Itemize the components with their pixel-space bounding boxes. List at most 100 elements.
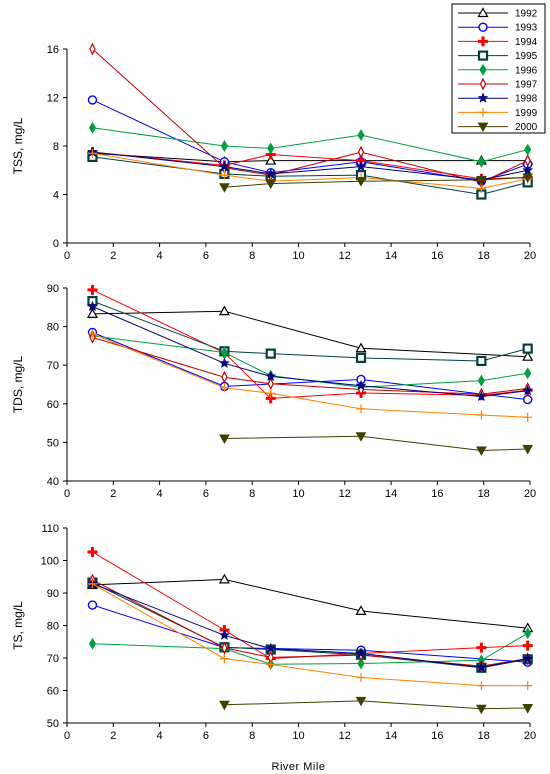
ts-line-1994 (92, 551, 528, 660)
ts-series-1999 (87, 579, 533, 691)
legend-marker (478, 22, 488, 32)
tds-point-1999 (266, 388, 276, 398)
tds-point-1999 (356, 404, 366, 414)
tds-x-tick-label: 16 (431, 488, 443, 500)
tds-point-2000 (476, 446, 487, 457)
tss-line-1996 (92, 127, 528, 163)
tds-point-1994 (87, 284, 98, 295)
tds-point-1992 (218, 305, 230, 316)
tds-point-1996 (477, 374, 485, 387)
tss-point-1993 (87, 95, 98, 105)
ts-y-tick-label: 70 (47, 653, 59, 665)
ts-point-2000 (355, 696, 367, 707)
tds-series-2000 (219, 432, 534, 457)
ts-point-1998 (355, 647, 367, 659)
tds-x-tick-label: 14 (385, 488, 397, 500)
tds-point-2000 (219, 434, 230, 445)
ts-series-1998 (86, 577, 534, 673)
tss-x-tick-label: 4 (157, 250, 163, 262)
tss-point-1996 (524, 143, 532, 156)
tds-y-tick-label: 40 (47, 476, 59, 488)
tds-line-1999 (92, 333, 528, 418)
tss-y-tick-label: 0 (53, 238, 59, 250)
ts-point-1999 (87, 579, 97, 589)
ts-y-tick-label: 50 (47, 718, 59, 730)
tds-y-axis-label: TDS, mg/L (11, 356, 25, 414)
tds-x-tick-label: 2 (110, 488, 116, 500)
tds-point-1998 (86, 300, 99, 312)
ts-point-1998 (522, 652, 534, 664)
ts-point-1994 (476, 642, 487, 653)
tss-y-tick-label: 8 (53, 141, 59, 153)
tss-x-tick-label: 18 (478, 250, 490, 262)
ts-point-1997 (221, 641, 228, 655)
legend-marker (479, 63, 487, 76)
tds-series-1998 (86, 300, 534, 402)
tds-y-tick-label: 60 (47, 399, 59, 411)
tds-point-1998 (355, 379, 367, 391)
ts-point-1999 (219, 654, 229, 664)
ts-point-1993 (87, 600, 98, 610)
tss-y-tick-label: 12 (47, 93, 59, 105)
tss-line-1998 (92, 151, 528, 181)
tds-point-1995 (522, 343, 533, 354)
ts-x-axis-label: River Mile (272, 761, 326, 773)
ts-series-2000 (219, 696, 534, 715)
tds-line-1995 (92, 300, 528, 362)
ts-point-1996 (88, 637, 97, 650)
ts-line-2000 (224, 700, 528, 710)
ts-x-tick-label: 4 (157, 730, 163, 742)
legend-entry-1999: 1999 (458, 107, 538, 119)
ts-series-1992 (86, 573, 534, 633)
ts-line-1997 (92, 579, 528, 667)
ts-x-tick-label: 10 (292, 730, 304, 742)
ts-point-1998 (218, 629, 231, 641)
ts-point-1996 (524, 627, 532, 640)
tds-panel: 0 2 4 6 8 10 12 14 16 18 20 40 50 60 70 80 90 TDS, mg/L (11, 283, 536, 500)
tss-x-tick-label: 2 (110, 250, 116, 262)
tds-point-1993 (522, 394, 533, 405)
tss-point-1997 (357, 145, 365, 159)
tss-point-1998 (265, 167, 277, 179)
ts-x-tick-label: 14 (385, 730, 397, 742)
tds-point-1992 (86, 308, 98, 318)
tds-x-tick-label: 6 (203, 488, 209, 500)
ts-point-1998 (475, 661, 488, 673)
ts-point-1992 (355, 605, 367, 615)
tds-point-1998 (475, 390, 488, 402)
ts-point-2000 (476, 704, 487, 715)
legend-entry-1993: 1993 (458, 22, 538, 34)
ts-x-tick-label: 18 (478, 730, 490, 742)
legend-marker (477, 50, 489, 61)
tss-point-2000 (522, 173, 534, 184)
ts-point-1999 (523, 681, 533, 691)
tds-point-1996 (524, 367, 532, 380)
ts-panel: 0 2 4 6 8 10 12 14 16 18 20 50 60 70 80 90 100 110 TS, mg/… (11, 523, 536, 773)
tss-point-1992 (265, 154, 277, 165)
ts-x-tick-label: 12 (339, 730, 351, 742)
tss-x-tick-label: 0 (64, 250, 70, 262)
ts-x-tick-label: 0 (64, 730, 70, 742)
ts-line-1993 (92, 604, 528, 663)
tds-point-1999 (476, 410, 486, 420)
tds-line-1997 (92, 336, 528, 395)
ts-y-tick-label: 60 (47, 686, 59, 698)
tss-point-1996 (357, 129, 365, 142)
ts-point-1994 (87, 547, 98, 558)
tds-line-1996 (92, 335, 528, 388)
ts-x-tick-label: 8 (249, 730, 255, 742)
legend-entry-1995: 1995 (458, 50, 538, 62)
legend-entry-2000: 2000 (458, 122, 538, 133)
tss-point-1997 (89, 42, 96, 56)
legend-entry-1998: 1998 (458, 92, 538, 105)
tss-x-tick-label: 20 (524, 250, 536, 262)
tss-point-1999 (219, 170, 229, 180)
tds-x-tick-label: 18 (478, 488, 490, 500)
tss-x-tick-label: 6 (203, 250, 209, 262)
tds-x-tick-label: 20 (524, 488, 536, 500)
tss-x-tick-label: 14 (385, 250, 397, 262)
tds-series-1993 (87, 327, 533, 405)
tds-line-2000 (224, 435, 528, 452)
tds-line-1998 (92, 306, 528, 398)
tds-series-1996 (88, 329, 532, 394)
